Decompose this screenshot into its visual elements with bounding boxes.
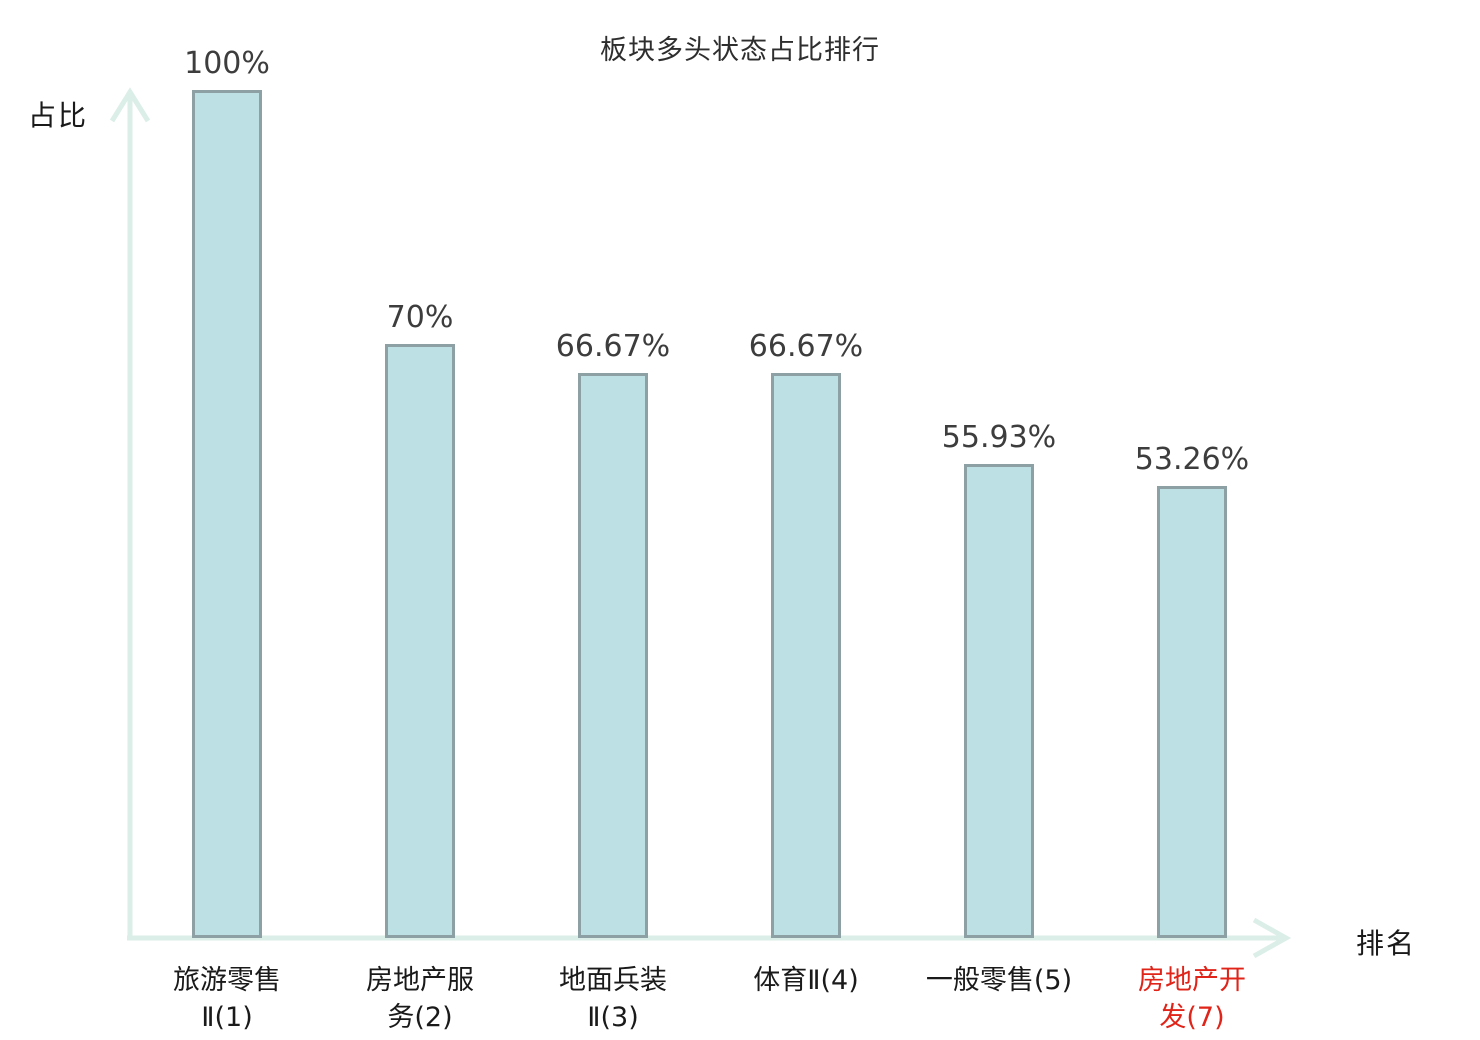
bar-category-label-line: 房地产开 [1138,965,1246,996]
bar-value-label: 66.67% [748,329,864,364]
bar-value-label: 70% [386,300,454,335]
bar [964,464,1034,938]
bar-value-label: 55.93% [941,420,1057,455]
bar-value-label: 53.26% [1134,442,1250,477]
bar-value-label: 100% [184,46,270,81]
bar-category-label-line: 旅游零售 [173,965,281,996]
bar-category-label-line: 房地产服 [366,965,474,996]
bar-category-label: 体育Ⅱ(4) [706,962,906,999]
y-axis-label: 占比 [28,99,89,132]
bar-category-label: 旅游零售 Ⅱ(1) [127,962,327,1036]
bar-category-label-line: 一般零售(5) [925,965,1073,996]
bar [385,344,455,938]
bar-category-label-line: Ⅱ(3) [587,1002,639,1033]
bar-category-label: 地面兵装 Ⅱ(3) [513,962,713,1036]
bar [1157,486,1227,938]
x-axis-label: 排名 [1356,927,1417,960]
x-axis [127,917,1292,959]
y-axis [109,87,151,938]
bar-category-label-line: 发(7) [1159,1002,1225,1033]
bar-category-label-line: Ⅱ(1) [201,1002,253,1033]
bar-category-label: 房地产服务(2) [320,962,520,1036]
chart-title: 板块多头状态占比排行 [600,35,880,66]
bar [771,373,841,938]
bar-category-label-line: 务(2) [387,1002,453,1033]
bar [192,90,262,938]
bar-category-label-line: 体育Ⅱ(4) [753,965,859,996]
bar-category-label: 房地产开发(7) [1092,962,1292,1036]
y-axis-arrow-icon [109,87,151,123]
bar-category-label-line: 地面兵装 [559,965,667,996]
bar-category-label: 一般零售(5) [899,962,1099,999]
bar-value-label: 66.67% [555,329,671,364]
x-axis-arrow-icon [1252,917,1292,959]
bar [578,373,648,938]
